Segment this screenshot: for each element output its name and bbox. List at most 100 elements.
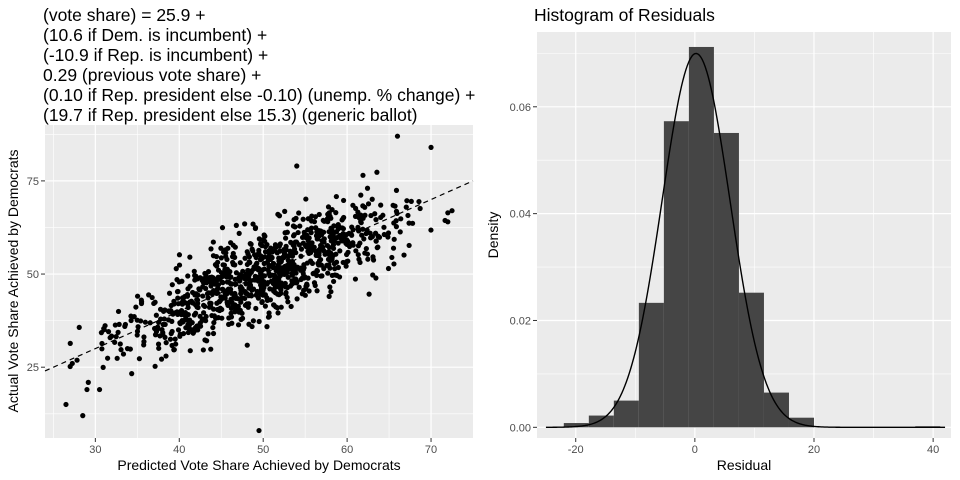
scatter-point <box>303 244 309 250</box>
scatter-point <box>226 315 232 321</box>
scatter-point <box>147 320 153 326</box>
scatter-point <box>417 205 423 212</box>
scatter-point <box>244 261 250 268</box>
scatter-point <box>256 236 262 242</box>
scatter-point <box>153 329 160 335</box>
scatter-point <box>158 356 165 362</box>
scatter-point <box>283 235 289 241</box>
scatter-point <box>370 272 376 278</box>
scatter-point <box>163 340 169 346</box>
scatter-point <box>362 212 368 218</box>
scatter-point <box>215 282 222 288</box>
scatter-point <box>215 285 221 292</box>
scatter-point <box>274 250 280 256</box>
scatter-point <box>385 265 392 272</box>
scatter-point <box>291 246 298 252</box>
scatter-point <box>294 296 300 302</box>
scatter-point <box>375 244 381 250</box>
scatter-point <box>160 321 166 328</box>
scatter-point <box>200 293 206 299</box>
scatter-point <box>356 256 362 262</box>
scatter-point <box>238 299 244 305</box>
scatter-point <box>314 268 321 274</box>
scatter-point <box>276 267 282 273</box>
scatter-point <box>320 217 326 223</box>
scatter-point <box>203 285 209 292</box>
scatter-point <box>213 253 220 260</box>
scatter-point <box>262 303 268 309</box>
scatter-point <box>303 196 309 202</box>
scatter-point <box>250 266 257 272</box>
scatter-point <box>314 288 320 294</box>
scatter-point <box>245 268 251 274</box>
scatter-point <box>325 270 331 276</box>
scatter-point <box>219 296 225 302</box>
scatter-point <box>246 254 253 260</box>
scatter-point <box>398 216 404 222</box>
scatter-point <box>381 224 387 230</box>
scatter-point <box>344 259 350 265</box>
scatter-point <box>194 304 200 310</box>
scatter-point <box>343 231 350 238</box>
scatter-point <box>333 193 339 200</box>
scatter-point <box>175 311 181 318</box>
scatter-point <box>173 341 179 347</box>
scatter-point <box>326 293 332 299</box>
scatter-x-axis-label: Predicted Vote Share Achieved by Democra… <box>117 457 400 473</box>
scatter-point <box>378 214 384 221</box>
scatter-point <box>202 337 208 343</box>
scatter-point <box>265 279 271 286</box>
scatter-point <box>215 267 222 273</box>
scatter-point <box>219 315 225 321</box>
scatter-point <box>238 295 244 302</box>
scatter-point <box>345 238 351 244</box>
scatter-point <box>272 244 278 250</box>
scatter-point <box>331 223 337 229</box>
scatter-point <box>365 201 372 207</box>
scatter-point <box>115 329 121 335</box>
scatter-point <box>298 246 305 252</box>
scatter-point <box>308 243 314 250</box>
scatter-point <box>364 185 371 191</box>
scatter-point <box>105 355 111 361</box>
scatter-point <box>230 261 236 268</box>
scatter-point <box>335 264 341 271</box>
scatter-point <box>173 266 179 272</box>
scatter-point <box>242 255 248 261</box>
scatter-point <box>326 251 332 257</box>
scatter-point <box>298 267 304 273</box>
scatter-point <box>235 322 242 328</box>
scatter-point <box>205 295 211 301</box>
scatter-point <box>200 277 207 283</box>
scatter-point <box>273 304 279 310</box>
scatter-point <box>332 272 338 278</box>
scatter-point <box>141 342 147 348</box>
scatter-point <box>318 232 325 238</box>
scatter-point <box>325 204 332 210</box>
scatter-point <box>116 321 122 327</box>
scatter-point <box>185 329 191 336</box>
scatter-point <box>416 198 422 205</box>
scatter-point <box>200 347 206 353</box>
x-tick-label: 40 <box>173 444 185 456</box>
scatter-point <box>244 249 250 255</box>
scatter-point <box>267 286 273 292</box>
scatter-point <box>390 245 397 251</box>
scatter-point <box>296 284 302 290</box>
scatter-point <box>218 255 224 261</box>
scatter-point <box>300 216 306 222</box>
scatter-point <box>253 254 259 261</box>
scatter-point <box>214 263 220 269</box>
reference-line <box>44 180 474 372</box>
scatter-point <box>285 257 291 264</box>
scatter-point <box>278 290 284 296</box>
scatter-point <box>385 234 391 240</box>
scatter-point <box>355 252 361 258</box>
scatter-point <box>378 202 384 208</box>
scatter-point <box>175 327 182 333</box>
scatter-point <box>100 364 106 370</box>
scatter-point <box>192 277 198 283</box>
scatter-point <box>339 225 345 231</box>
scatter-point <box>333 251 339 257</box>
